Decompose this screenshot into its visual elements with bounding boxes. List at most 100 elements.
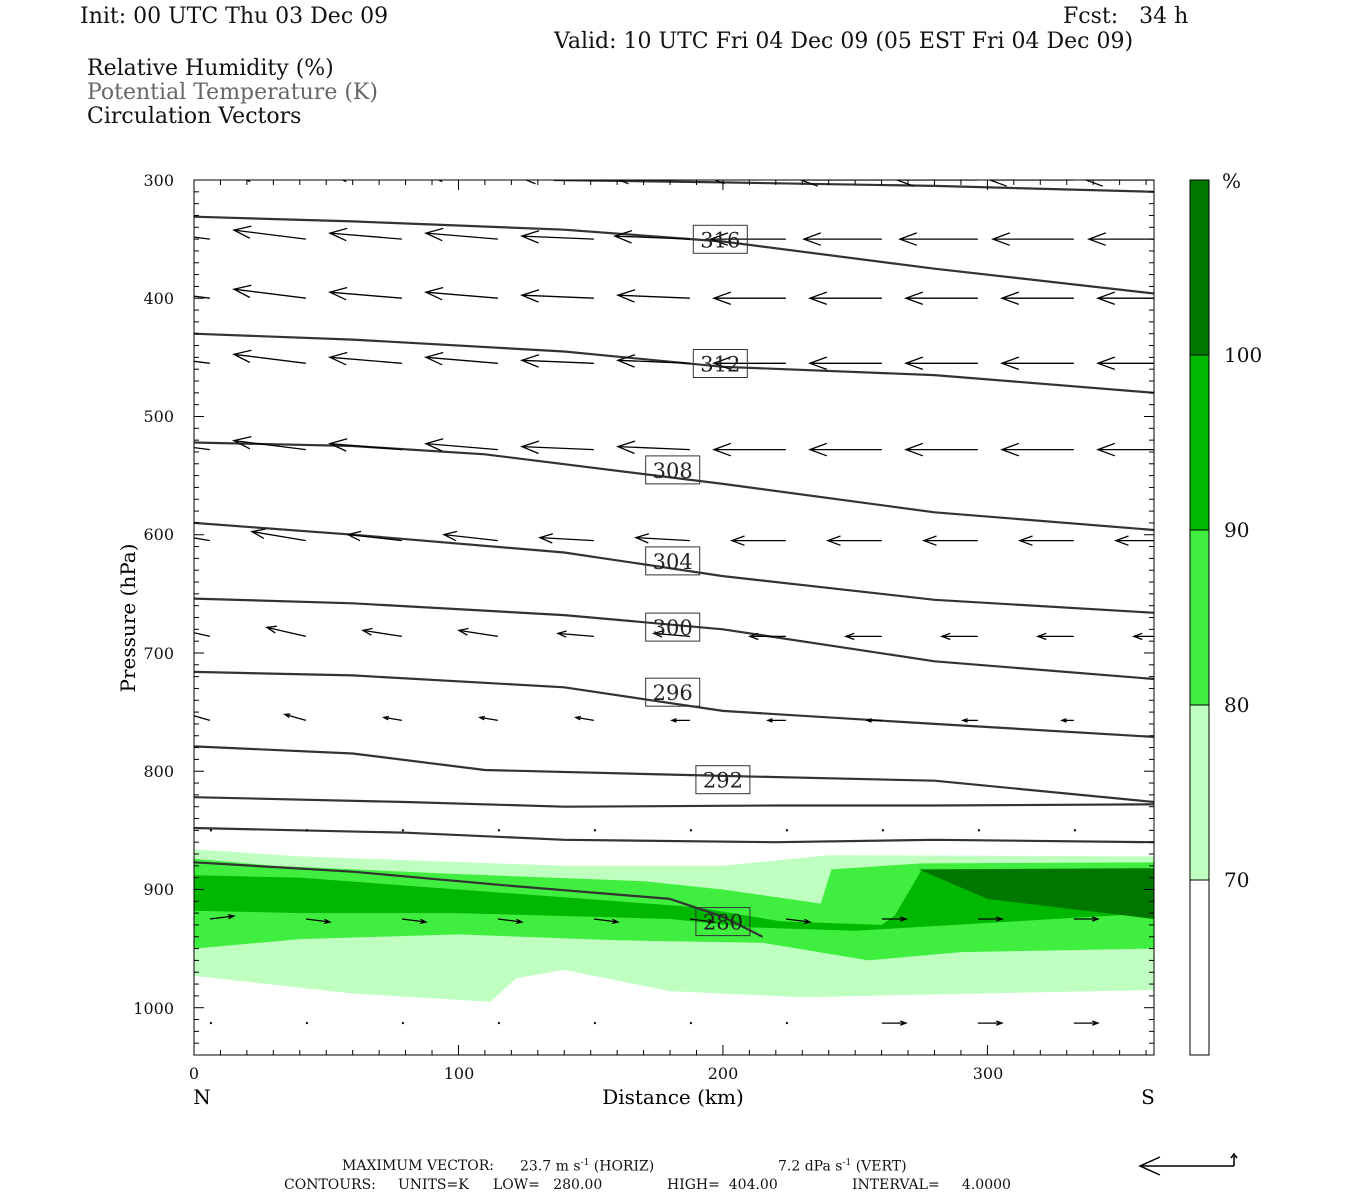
vector-head xyxy=(323,918,332,925)
y-tick-500: 500 xyxy=(143,407,174,426)
vector-head xyxy=(424,227,444,242)
y-tick-700: 700 xyxy=(143,644,174,663)
vector-head xyxy=(1036,632,1047,641)
vector-head xyxy=(328,286,348,301)
colorbar-label-90: 90 xyxy=(1224,518,1249,542)
contour-label-box-300 xyxy=(645,612,701,642)
vector-dot xyxy=(1073,829,1076,832)
vector-shaft xyxy=(251,530,307,542)
vector-head xyxy=(999,291,1020,306)
vector-head xyxy=(730,535,745,546)
contours-label: CONTOURS: xyxy=(284,1177,376,1193)
vector-head xyxy=(250,528,266,539)
rh-region-90-100 xyxy=(194,869,1154,931)
vector-shaft xyxy=(617,445,690,451)
reference-vector xyxy=(1138,1152,1238,1176)
vector-dot xyxy=(1170,829,1172,831)
field-relative-humidity: Relative Humidity (%) xyxy=(87,56,334,81)
vector-head xyxy=(613,229,633,244)
vector-head xyxy=(711,291,732,306)
vector-shaft xyxy=(490,180,498,181)
vector-head xyxy=(138,350,156,362)
vector-shaft xyxy=(593,918,618,923)
x-tick-300: 300 xyxy=(973,1064,1004,1083)
vector-head xyxy=(988,180,1008,187)
colorbar-unit: % xyxy=(1222,169,1241,193)
vector-dot xyxy=(881,829,884,832)
colorbar-band-80-90 xyxy=(1190,530,1209,705)
contours-low: LOW= 280.00 xyxy=(493,1177,603,1193)
vector-head xyxy=(442,530,458,542)
vector-dot xyxy=(497,829,500,832)
vector-shaft xyxy=(383,716,403,722)
contours-units: UNITS=K xyxy=(398,1177,469,1193)
vector-shaft xyxy=(394,180,402,181)
vector-shaft xyxy=(233,439,306,451)
theta-contour-280 xyxy=(194,861,764,938)
vector-head xyxy=(711,356,732,371)
colorbar-band-100 xyxy=(1190,180,1209,355)
theta-contour-308 xyxy=(194,441,1154,532)
vector-head xyxy=(424,351,444,366)
vector-head xyxy=(574,715,581,721)
colorbar: % 100 90 80 70 xyxy=(1189,169,1262,1056)
vector-head xyxy=(1114,535,1129,546)
field-circulation-vectors: Circulation Vectors xyxy=(87,104,302,129)
vector-shaft xyxy=(401,918,426,923)
vector-head xyxy=(1018,535,1033,546)
vector-shaft xyxy=(557,632,594,638)
vector-shaft xyxy=(653,632,690,638)
vector-shaft xyxy=(209,915,234,920)
vector-dot xyxy=(785,829,788,832)
vector-head xyxy=(960,718,968,723)
vector-shaft xyxy=(233,288,306,299)
contour-label-316: 316 xyxy=(700,228,740,252)
vector-shaft xyxy=(425,442,498,451)
init-time: Init: 00 UTC Thu 03 Dec 09 xyxy=(80,4,389,29)
contour-label-box-312 xyxy=(692,349,748,378)
vector-shaft xyxy=(347,533,402,542)
colorbar-band-90-100 xyxy=(1190,355,1209,530)
contour-label-box-292 xyxy=(695,765,751,795)
vector-shaft xyxy=(539,536,594,542)
valid-time: Valid: 10 UTC Fri 04 Dec 09 (05 EST Fri … xyxy=(554,29,1134,54)
theta-contour-312 xyxy=(194,332,1154,394)
vector-shaft xyxy=(194,360,210,364)
vector-head xyxy=(803,918,812,925)
vector-head xyxy=(1096,442,1116,457)
vector-shaft xyxy=(329,442,402,451)
vector-shaft xyxy=(329,291,402,299)
colorbar-band-below-70 xyxy=(1190,880,1209,1055)
x-tick-200: 200 xyxy=(708,1064,739,1083)
vector-shaft xyxy=(194,295,210,299)
vector-head xyxy=(616,289,636,303)
vector-shaft xyxy=(635,536,690,542)
vector-head xyxy=(382,715,389,721)
vector-dot xyxy=(593,1022,596,1025)
vector-head xyxy=(922,535,937,546)
vector-shaft xyxy=(521,445,594,451)
vector-head xyxy=(138,226,156,238)
vector-head xyxy=(1087,232,1107,246)
vector-dot xyxy=(305,1022,308,1025)
contour-label-280: 280 xyxy=(703,911,743,935)
vector-head xyxy=(709,232,729,246)
contour-label-box-316 xyxy=(692,224,748,254)
rh-region-100+ xyxy=(918,868,1154,919)
vector-shaft xyxy=(497,918,522,923)
endpoint-north: N xyxy=(193,1085,211,1109)
vector-dot xyxy=(497,1022,500,1025)
vector-shaft xyxy=(194,236,210,240)
vector-shaft xyxy=(785,918,810,923)
vector-head xyxy=(515,918,524,925)
vector-dot xyxy=(785,1022,788,1025)
vector-head xyxy=(1059,718,1067,723)
vector-shaft xyxy=(266,626,307,638)
vector-head xyxy=(991,232,1011,246)
vector-head xyxy=(520,354,540,368)
x-axis-label: Distance (km) xyxy=(602,1085,744,1109)
vector-head xyxy=(227,914,236,920)
vector-head xyxy=(1091,916,1100,922)
vector-head xyxy=(617,180,629,185)
